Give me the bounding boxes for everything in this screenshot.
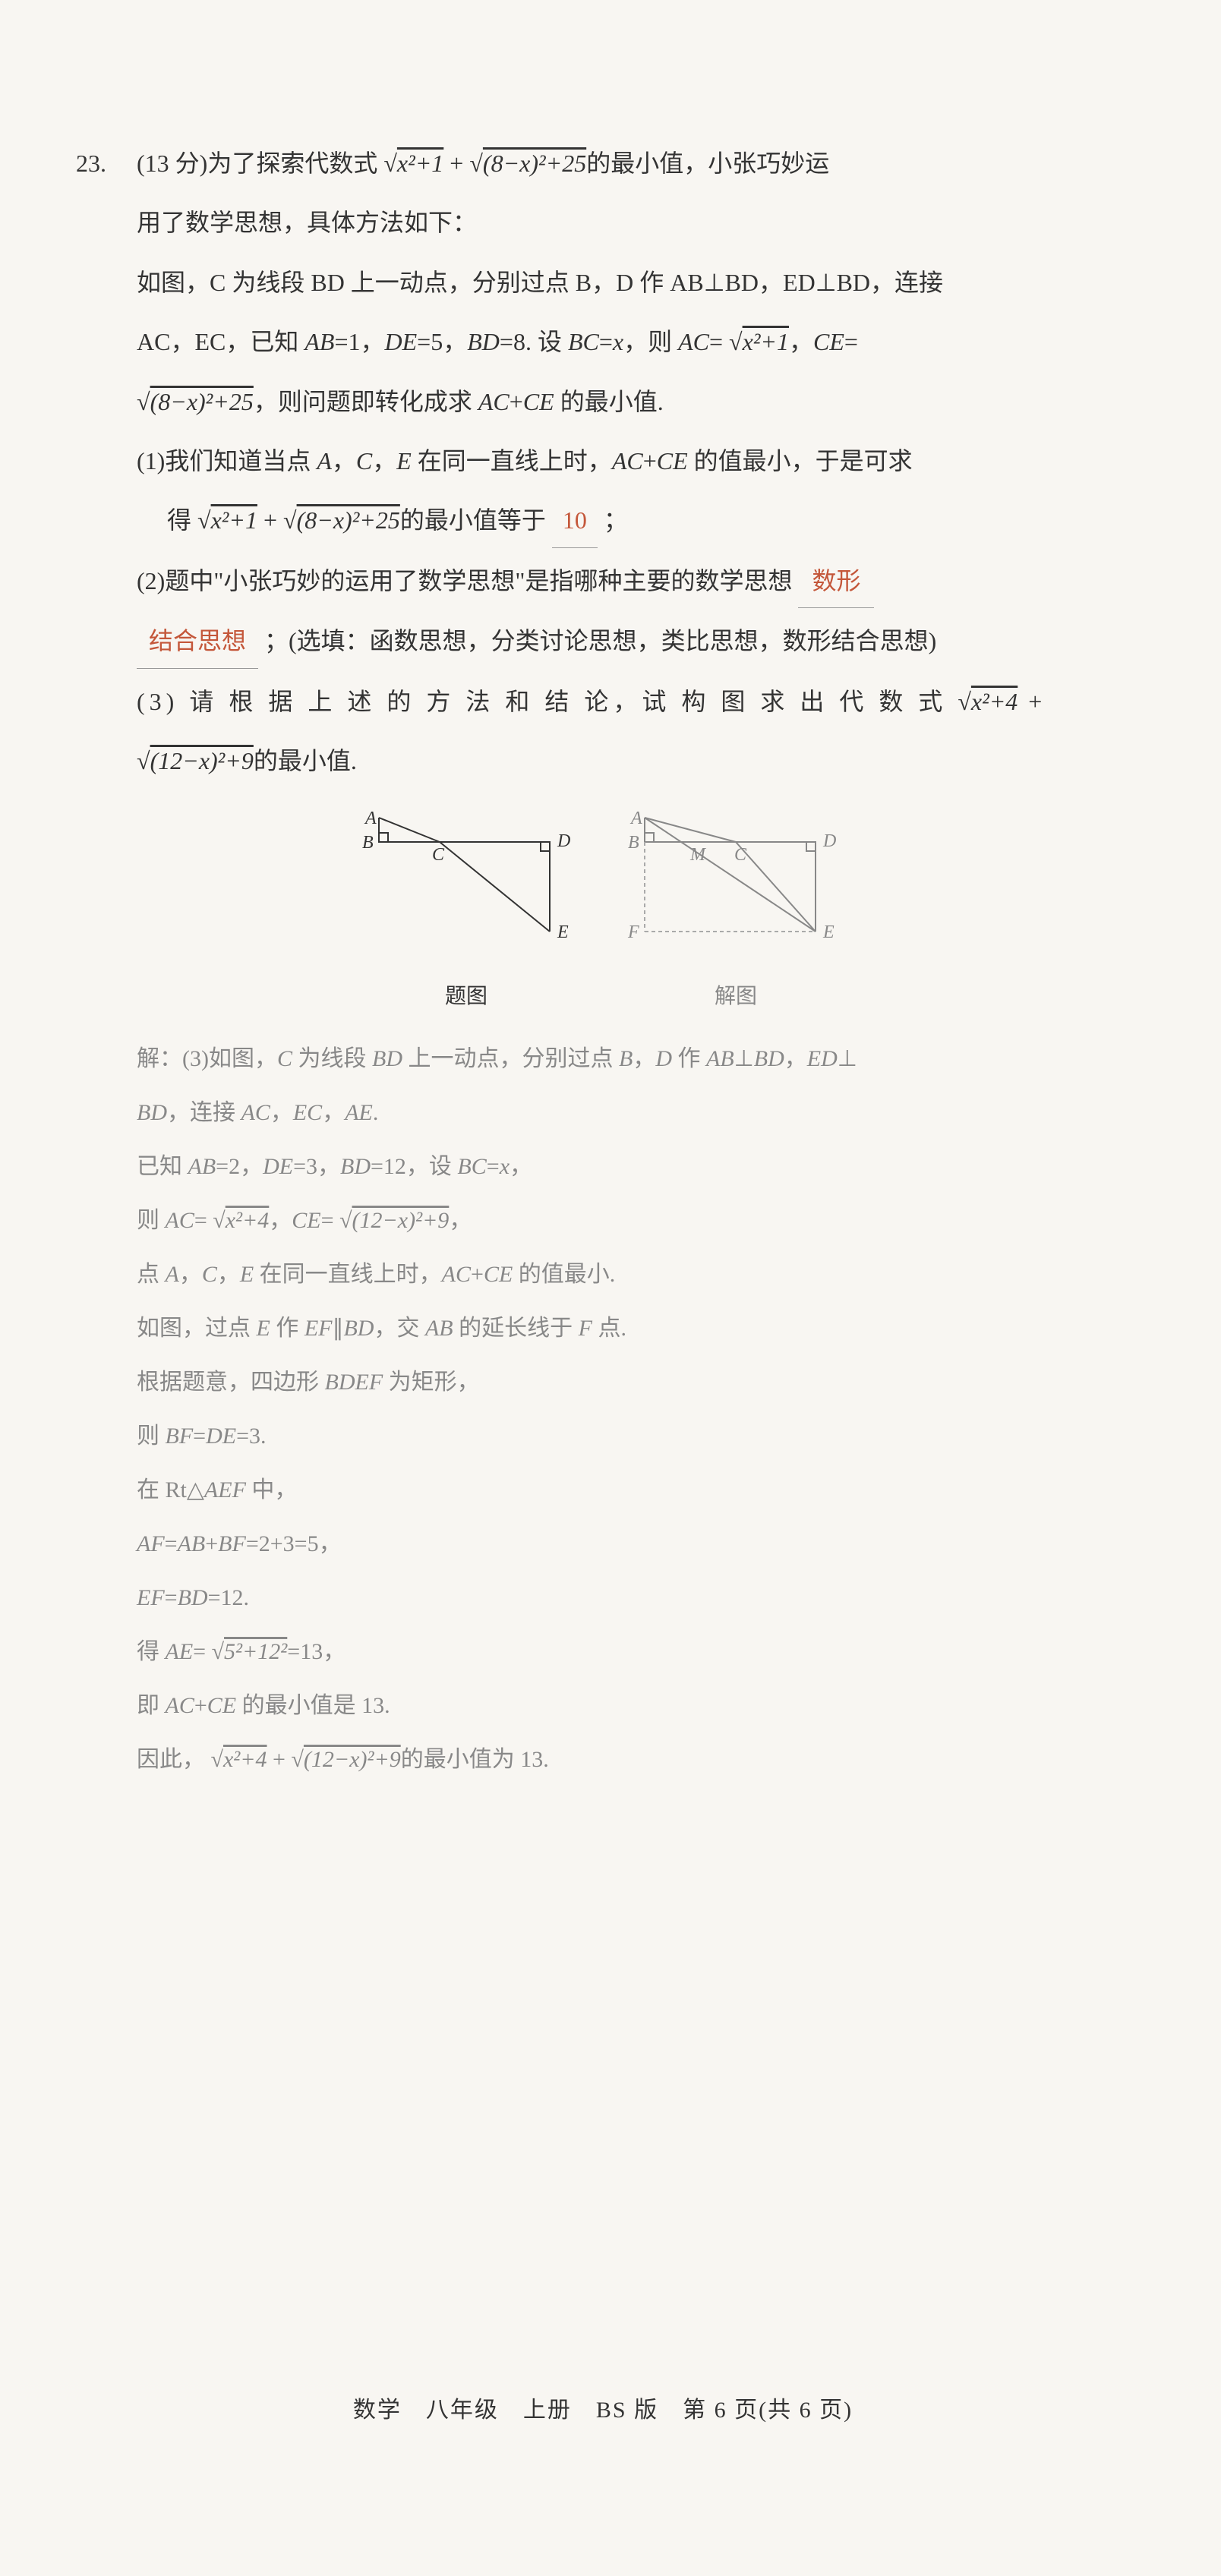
sol-l8: 则 BF=DE=3.	[137, 1412, 1130, 1460]
fig1-E: E	[557, 922, 569, 942]
q1-blank: 10	[552, 493, 598, 547]
sol-l11: EF=BD=12.	[137, 1574, 1130, 1622]
expr-root-1: √x²+1	[383, 150, 443, 177]
q3-line2: √(12−x)²+9的最小值.	[76, 734, 1130, 787]
p3b: ，则问题即转化成求 AC+CE 的最小值.	[254, 388, 664, 415]
figure-1-svg: A B C D E	[349, 810, 584, 947]
figure-row: A B C D E 题图 A B M	[76, 810, 1130, 1020]
figure-2-label: 解图	[614, 973, 857, 1020]
sol-l14: 因此， √x²+4 + √(12−x)²+9的最小值为 13.	[137, 1736, 1130, 1783]
sol-l1: 解：(3)如图，C 为线段 BD 上一动点，分别过点 B，D 作 AB⊥BD，E…	[137, 1035, 1130, 1083]
sol-l7: 根据题意，四边形 BDEF 为矩形，	[137, 1358, 1130, 1406]
sol-l4-root1: √x²+4	[213, 1208, 269, 1233]
sol-l12: 得 AE= √5²+12²=13，	[137, 1628, 1130, 1676]
sol-l4: 则 AC= √x²+4，CE= √(12−x)²+9，	[137, 1197, 1130, 1244]
problem-line-2: 用了数学思想，具体方法如下：	[76, 196, 1130, 249]
sol-l14-root1: √x²+4	[211, 1747, 267, 1772]
sol-l9: 在 Rt△AEF 中，	[137, 1466, 1130, 1514]
fig1-C: C	[432, 845, 445, 865]
fig2-E: E	[822, 922, 835, 942]
fig2-B: B	[628, 833, 639, 853]
q2-line1: (2)题中"小张巧妙的运用了数学思想"是指哪种主要的数学思想 数形	[76, 554, 1130, 608]
q1b-pre: 得	[167, 506, 191, 534]
page-footer: 数学 八年级 上册 BS 版 第 6 页(共 6 页)	[76, 2391, 1130, 2424]
q3-plus: +	[1028, 688, 1042, 715]
sol-l6: 如图，过点 E 作 EF∥BD，交 AB 的延长线于 F 点.	[137, 1304, 1130, 1352]
solution-block: 解：(3)如图，C 为线段 BD 上一动点，分别过点 B，D 作 AB⊥BD，E…	[76, 1035, 1130, 1783]
problem-line-1: 23.(13 分)为了探索代数式 √x²+1 + √(8−x)²+25的最小值，…	[76, 137, 1130, 190]
p2b: ，CE=	[789, 328, 858, 355]
q1-line2: 得 √x²+1 + √(8−x)²+25的最小值等于 10 ；	[76, 493, 1130, 547]
fig1-A: A	[364, 810, 377, 828]
q2-blank2: 结合思想	[137, 614, 258, 668]
sol-l12-root: √5²+12²	[212, 1639, 288, 1664]
sol-l5: 点 A，C，E 在同一直线上时，AC+CE 的值最小.	[137, 1250, 1130, 1298]
plus-1: +	[450, 150, 469, 177]
fig2-M: M	[689, 845, 707, 865]
fig1-D: D	[557, 831, 570, 851]
sol-l13: 即 AC+CE 的最小值是 13.	[137, 1682, 1130, 1729]
q3-line1: (3) 请 根 据 上 述 的 方 法 和 结 论，试 构 图 求 出 代 数 …	[76, 675, 1130, 728]
problem-number: 23.	[76, 137, 137, 190]
para-3: √(8−x)²+25，则问题即转化成求 AC+CE 的最小值.	[76, 375, 1130, 428]
q1-root2: √(8−x)²+25	[283, 506, 400, 534]
q3b: 的最小值.	[254, 747, 357, 774]
q2-blank: 数形	[798, 554, 874, 608]
figure-2-svg: A B M C D E F	[614, 810, 857, 947]
intro2: 的最小值，小张巧妙运	[586, 150, 829, 177]
figure-2-box: A B M C D E F 解图	[614, 810, 857, 1020]
p2-root1: √x²+1	[729, 328, 789, 355]
q1b-post: 的最小值等于	[400, 506, 546, 534]
fig2-A: A	[629, 810, 642, 828]
figure-1-box: A B C D E 题图	[349, 810, 584, 1020]
q2b: ；(选填：函数思想，分类讨论思想，类比思想，数形结合思想)	[264, 627, 936, 654]
q2a: (2)题中"小张巧妙的运用了数学思想"是指哪种主要的数学思想	[137, 567, 792, 594]
para-1a: 如图，C 为线段 BD 上一动点，分别过点 B，D 作 AB⊥BD，ED⊥BD，…	[76, 256, 1130, 309]
q1-root1: √x²+1	[197, 506, 257, 534]
intro1: 为了探索代数式	[207, 150, 377, 177]
q1-plus: +	[263, 506, 283, 534]
expr-root-2: √(8−x)²+25	[469, 150, 586, 177]
p3-root: √(8−x)²+25	[137, 388, 254, 415]
sol-l4-root2: √(12−x)²+9	[339, 1208, 449, 1233]
sol-l10: AF=AB+BF=2+3=5，	[137, 1520, 1130, 1568]
fig2-F: F	[627, 922, 639, 942]
sol-l2: BD，连接 AC，EC，AE.	[137, 1089, 1130, 1137]
q3-root2: √(12−x)²+9	[137, 747, 254, 774]
points: (13 分)	[137, 150, 207, 177]
fig2-D: D	[822, 831, 836, 851]
figure-1-label: 题图	[349, 973, 584, 1020]
q1-semi: ；	[604, 506, 628, 534]
sol-l14-root2: √(12−x)²+9	[291, 1747, 400, 1772]
q2-line2: 结合思想 ；(选填：函数思想，分类讨论思想，类比思想，数形结合思想)	[76, 614, 1130, 668]
para-2: AC，EC，已知 AB=1，DE=5，BD=8. 设 BC=x，则 AC= √x…	[76, 315, 1130, 368]
q1-line1: (1)我们知道当点 A，C，E 在同一直线上时，AC+CE 的值最小，于是可求	[76, 434, 1130, 487]
sol-l3: 已知 AB=2，DE=3，BD=12，设 BC=x，	[137, 1143, 1130, 1190]
p2a: AC，EC，已知 AB=1，DE=5，BD=8. 设 BC=x，则 AC=	[137, 328, 729, 355]
q3-root1: √x²+4	[958, 688, 1018, 715]
fig1-B: B	[362, 833, 374, 853]
fig2-C: C	[734, 845, 747, 865]
